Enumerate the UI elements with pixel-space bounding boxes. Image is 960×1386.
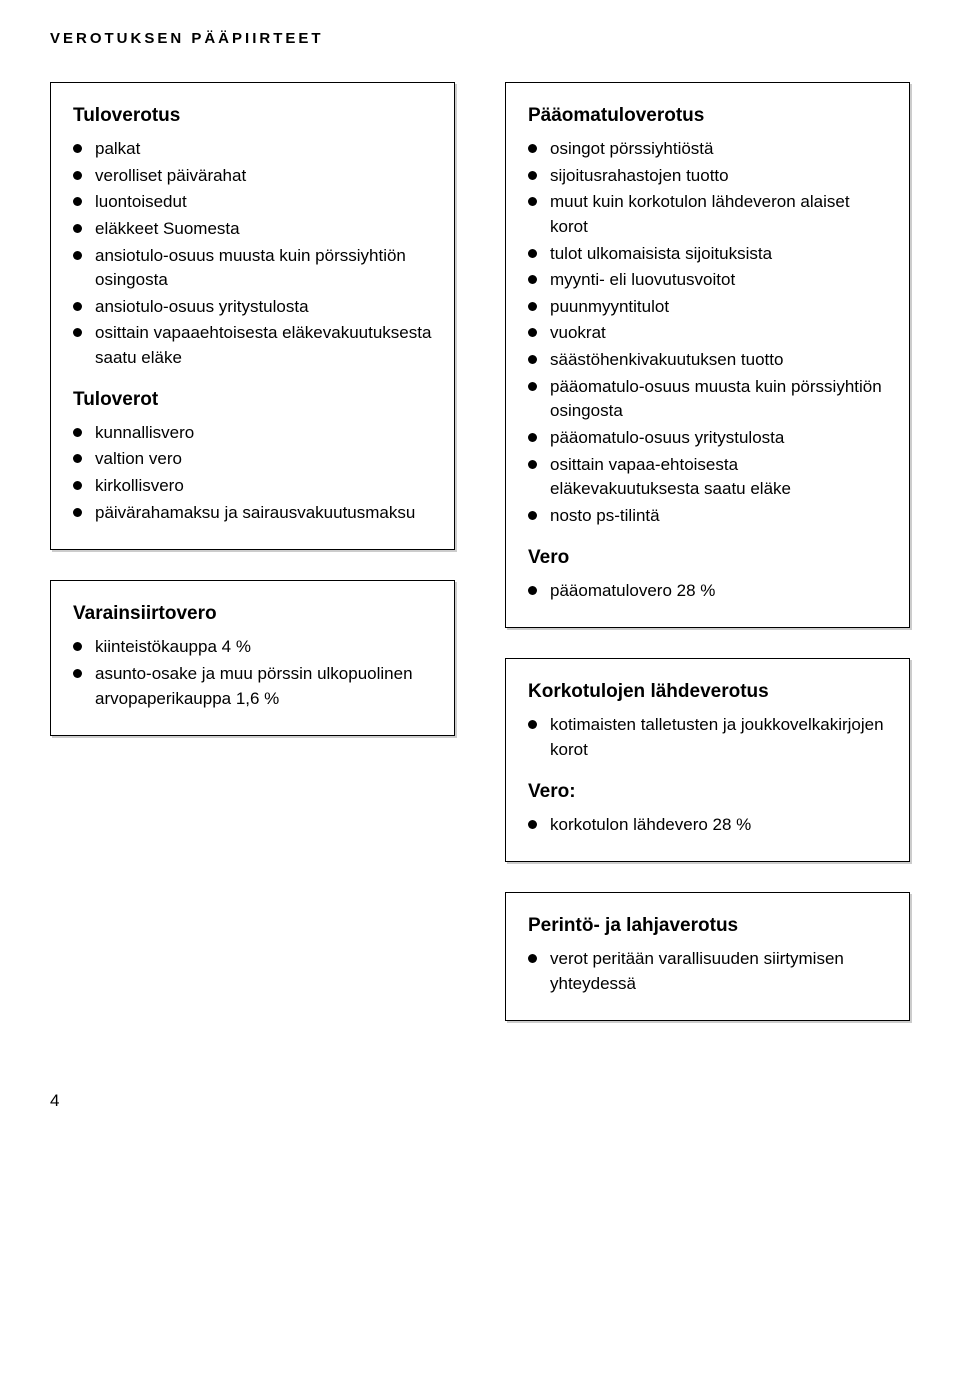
title-tuloverotus: Tuloverotus [73, 105, 432, 127]
title-tuloverot: Tuloverot [73, 389, 432, 411]
right-column: Pääomatuloverotus osingot pörssiyhtiöstä… [505, 82, 910, 1021]
list-item: säästöhenkivakuutuksen tuotto [528, 348, 887, 373]
box-tuloverotus: Tuloverotus palkatverolliset päivärahatl… [50, 82, 455, 550]
list-item: pääomatulo-osuus yritystulosta [528, 426, 887, 451]
list-tuloverotus: palkatverolliset päivärahatluontoisedute… [73, 137, 432, 371]
list-varainsiirtovero: kiinteistökauppa 4 %asunto-osake ja muu … [73, 635, 432, 711]
box-varainsiirtovero: Varainsiirtovero kiinteistökauppa 4 %asu… [50, 580, 455, 736]
list-item: osingot pörssiyhtiöstä [528, 137, 887, 162]
list-vero-2: korkotulon lähdevero 28 % [528, 813, 887, 838]
list-item: kirkollisvero [73, 474, 432, 499]
list-item: puunmyyntitulot [528, 295, 887, 320]
list-item: myynti- eli luovutusvoitot [528, 268, 887, 293]
list-perinto: verot peritään varallisuuden siirtymisen… [528, 947, 887, 996]
box-korkotulojen: Korkotulojen lähdeverotus kotimaisten ta… [505, 658, 910, 862]
list-item: eläkkeet Suomesta [73, 217, 432, 242]
list-item: muut kuin korkotulon lähdeveron alaiset … [528, 190, 887, 239]
title-vero-1: Vero [528, 547, 887, 569]
title-vero-2: Vero: [528, 781, 887, 803]
list-item: pääomatulo-osuus muusta kuin pörssiyhtiö… [528, 375, 887, 424]
list-item: osittain vapaaehtoisesta eläke­vakuutuks… [73, 321, 432, 370]
title-varainsiirtovero: Varainsiirtovero [73, 603, 432, 625]
list-item: ansiotulo-osuus muusta kuin pörssiyhtiön… [73, 244, 432, 293]
list-item: kotimaisten talletusten ja joukkovelkaki… [528, 713, 887, 762]
box-perinto: Perintö- ja lahjaverotus verot peritään … [505, 892, 910, 1021]
list-item: korkotulon lähdevero 28 % [528, 813, 887, 838]
list-item: sijoitusrahastojen tuotto [528, 164, 887, 189]
page-number: 4 [50, 1091, 910, 1111]
list-item: palkat [73, 137, 432, 162]
title-paaomatuloverotus: Pääomatuloverotus [528, 105, 887, 127]
list-item: valtion vero [73, 447, 432, 472]
list-paaomatuloverotus: osingot pörssiyhtiöstäsijoitusrahastojen… [528, 137, 887, 529]
list-item: verot peritään varallisuuden siirtymisen… [528, 947, 887, 996]
list-item: päivärahamaksu ja sairausvakuutusmaksu [73, 501, 432, 526]
list-item: luontoisedut [73, 190, 432, 215]
list-item: pääomatulovero 28 % [528, 579, 887, 604]
list-item: asunto-osake ja muu pörssin ulkopuolinen… [73, 662, 432, 711]
list-item: verolliset päivärahat [73, 164, 432, 189]
list-item: kunnallisvero [73, 421, 432, 446]
left-column: Tuloverotus palkatverolliset päivärahatl… [50, 82, 455, 1021]
page-header: VEROTUKSEN PÄÄPIIRTEET [50, 30, 910, 47]
list-item: nosto ps-tilintä [528, 504, 887, 529]
list-korkotulojen: kotimaisten talletusten ja joukkovelkaki… [528, 713, 887, 762]
list-vero-1: pääomatulovero 28 % [528, 579, 887, 604]
list-item: kiinteistökauppa 4 % [73, 635, 432, 660]
box-paaomatuloverotus: Pääomatuloverotus osingot pörssiyhtiöstä… [505, 82, 910, 628]
list-item: osittain vapaa-ehtoisesta eläkevakuutuks… [528, 453, 887, 502]
list-item: vuokrat [528, 321, 887, 346]
title-perinto: Perintö- ja lahjaverotus [528, 915, 887, 937]
title-korkotulojen: Korkotulojen lähdeverotus [528, 681, 887, 703]
list-item: ansiotulo-osuus yritystulosta [73, 295, 432, 320]
two-column-layout: Tuloverotus palkatverolliset päivärahatl… [50, 82, 910, 1021]
list-tuloverot: kunnallisverovaltion verokirkollisveropä… [73, 421, 432, 526]
list-item: tulot ulkomaisista sijoituksista [528, 242, 887, 267]
